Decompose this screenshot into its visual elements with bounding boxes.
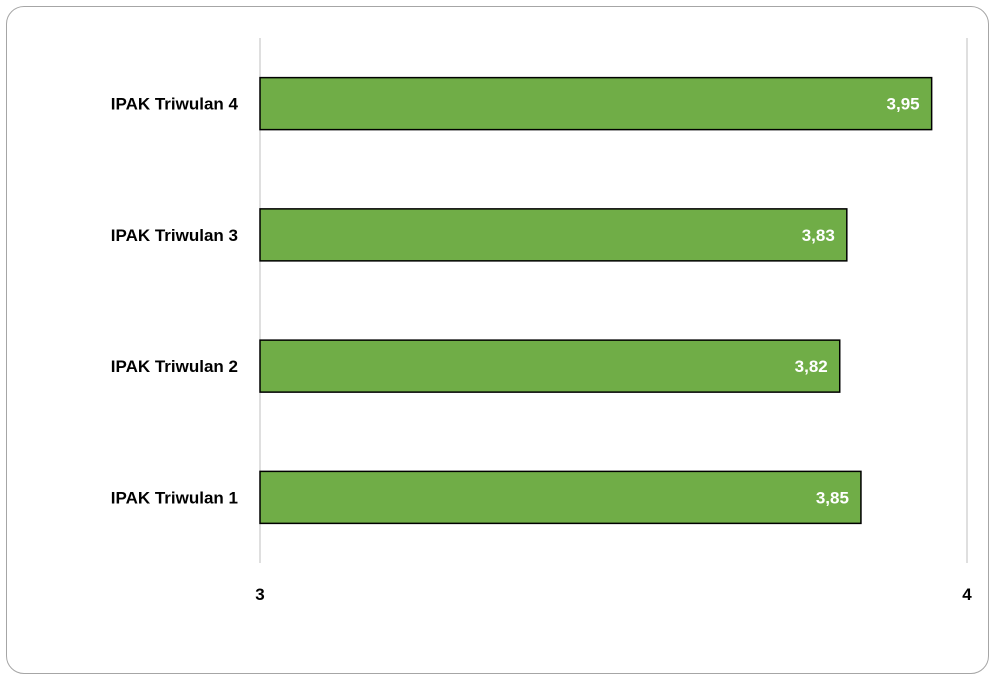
bar-3 [259, 208, 848, 262]
bar-1 [259, 470, 862, 525]
bar-4 [259, 76, 933, 131]
category-label-1: IPAK Triwulan 1 [111, 488, 238, 507]
category-label-3: IPAK Triwulan 3 [111, 226, 238, 245]
data-label-4: 3,95 [887, 95, 920, 114]
data-label-1: 3,85 [816, 488, 849, 507]
category-label-2: IPAK Triwulan 2 [111, 357, 238, 376]
x-tick-label: 3 [255, 585, 264, 604]
bar-2 [259, 339, 841, 393]
bars: 3,85 3,82 3,83 3,95 [259, 76, 933, 525]
data-label-3: 3,83 [802, 226, 835, 245]
category-labels: IPAK Triwulan 1 IPAK Triwulan 2 IPAK Triwu… [111, 95, 239, 508]
x-tick-label: 4 [962, 585, 972, 604]
data-label-2: 3,82 [795, 357, 828, 376]
category-label-4: IPAK Triwulan 4 [111, 95, 239, 114]
